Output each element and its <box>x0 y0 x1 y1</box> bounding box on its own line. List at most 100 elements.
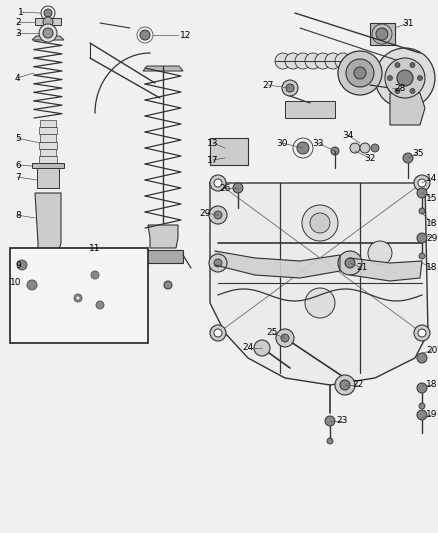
Circle shape <box>285 53 301 69</box>
Circle shape <box>368 241 392 265</box>
Polygon shape <box>210 138 248 165</box>
Circle shape <box>346 59 374 87</box>
Circle shape <box>325 416 335 426</box>
Circle shape <box>410 62 415 68</box>
Circle shape <box>27 280 37 290</box>
Polygon shape <box>210 183 428 385</box>
Text: 18: 18 <box>426 219 438 228</box>
Text: 13: 13 <box>207 139 219 148</box>
Circle shape <box>43 28 53 38</box>
Text: 10: 10 <box>10 279 21 287</box>
Circle shape <box>345 258 355 268</box>
Text: 15: 15 <box>426 193 438 203</box>
Text: 22: 22 <box>352 381 364 390</box>
Text: 17: 17 <box>207 156 219 165</box>
Circle shape <box>403 153 413 163</box>
Circle shape <box>32 261 40 269</box>
Polygon shape <box>35 193 61 253</box>
Text: 14: 14 <box>426 174 438 182</box>
Circle shape <box>76 296 80 300</box>
Circle shape <box>331 147 339 155</box>
Circle shape <box>210 325 226 341</box>
Circle shape <box>360 143 370 153</box>
Polygon shape <box>215 251 340 278</box>
Circle shape <box>418 179 426 187</box>
Polygon shape <box>32 163 64 168</box>
Circle shape <box>305 288 335 318</box>
Text: 30: 30 <box>276 139 288 148</box>
Circle shape <box>17 260 27 270</box>
Polygon shape <box>40 134 56 141</box>
Polygon shape <box>285 101 335 118</box>
Text: 5: 5 <box>15 133 21 142</box>
Text: 12: 12 <box>180 30 191 39</box>
Polygon shape <box>40 149 56 156</box>
Circle shape <box>91 271 99 279</box>
Text: 18: 18 <box>426 263 438 272</box>
Circle shape <box>417 188 427 198</box>
Circle shape <box>350 143 360 153</box>
Text: 9: 9 <box>15 261 21 270</box>
Circle shape <box>43 17 53 27</box>
Text: 19: 19 <box>426 410 438 419</box>
Text: 35: 35 <box>412 149 424 158</box>
Circle shape <box>44 9 52 17</box>
Circle shape <box>397 70 413 86</box>
Text: 3: 3 <box>15 29 21 37</box>
Circle shape <box>385 58 425 98</box>
Text: 32: 32 <box>364 154 376 163</box>
Circle shape <box>388 84 396 92</box>
Circle shape <box>419 403 425 409</box>
Circle shape <box>418 329 426 337</box>
Circle shape <box>295 53 311 69</box>
Circle shape <box>327 438 333 444</box>
Polygon shape <box>370 23 395 45</box>
Circle shape <box>233 183 243 193</box>
Text: 8: 8 <box>15 211 21 220</box>
Polygon shape <box>35 18 61 25</box>
Circle shape <box>209 254 227 272</box>
Polygon shape <box>39 141 57 149</box>
Circle shape <box>214 259 222 267</box>
Text: 34: 34 <box>342 131 353 140</box>
Circle shape <box>275 53 291 69</box>
Circle shape <box>395 62 400 68</box>
Circle shape <box>375 48 435 108</box>
Text: 1: 1 <box>18 7 24 17</box>
Text: 11: 11 <box>89 244 101 253</box>
Text: 27: 27 <box>262 80 274 90</box>
Circle shape <box>335 53 351 69</box>
Circle shape <box>140 30 150 40</box>
Text: 28: 28 <box>394 84 406 93</box>
Polygon shape <box>37 168 59 188</box>
Polygon shape <box>39 127 57 134</box>
Circle shape <box>137 266 145 274</box>
Circle shape <box>417 383 427 393</box>
Circle shape <box>74 294 82 302</box>
Circle shape <box>282 80 298 96</box>
Circle shape <box>214 211 222 219</box>
Text: 18: 18 <box>426 381 438 390</box>
Text: 24: 24 <box>242 343 254 352</box>
Circle shape <box>417 410 427 420</box>
Polygon shape <box>390 93 425 125</box>
Circle shape <box>39 24 57 42</box>
Text: 29: 29 <box>199 208 211 217</box>
Circle shape <box>354 67 366 79</box>
Polygon shape <box>40 120 56 127</box>
Circle shape <box>335 375 355 395</box>
Circle shape <box>371 144 379 152</box>
Circle shape <box>276 329 294 347</box>
Circle shape <box>419 208 425 214</box>
Text: 2: 2 <box>15 18 21 27</box>
Circle shape <box>254 340 270 356</box>
Text: 21: 21 <box>356 263 367 272</box>
Text: 23: 23 <box>336 416 348 425</box>
Circle shape <box>209 206 227 224</box>
Polygon shape <box>148 225 178 248</box>
Circle shape <box>325 53 341 69</box>
Circle shape <box>281 334 289 342</box>
Circle shape <box>214 179 222 187</box>
Text: 4: 4 <box>15 74 21 83</box>
Circle shape <box>340 380 350 390</box>
